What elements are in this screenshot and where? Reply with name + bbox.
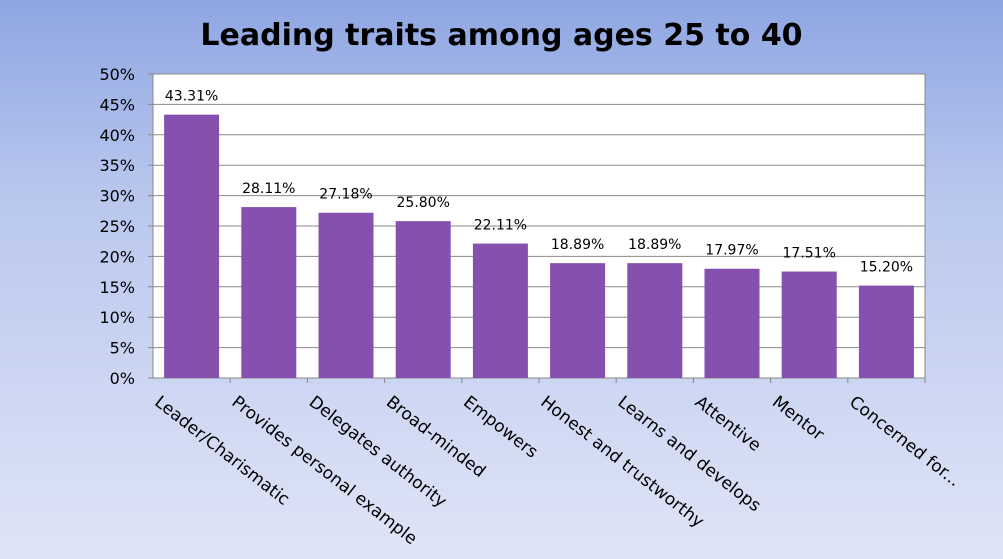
category-label: Learns and develops [614, 392, 765, 516]
data-label: 22.11% [474, 218, 527, 234]
y-tick-label: 40% [99, 126, 135, 145]
data-label: 17.51% [783, 246, 836, 262]
bar [781, 271, 837, 378]
bar [472, 243, 528, 378]
y-tick-label: 0% [110, 369, 135, 388]
data-label: 15.20% [860, 260, 913, 276]
bar [704, 268, 760, 378]
bar [858, 285, 914, 378]
category-label: Attentive [691, 392, 765, 456]
category-label: Delegates authority [305, 392, 450, 512]
bar [164, 114, 220, 378]
y-tick-label: 30% [99, 187, 135, 206]
category-label: Concerned for... [845, 392, 964, 491]
bar [550, 263, 606, 378]
data-label: 18.89% [551, 237, 604, 253]
data-label: 18.89% [628, 237, 681, 253]
data-label: 28.11% [242, 181, 295, 197]
category-label: Mentor [768, 392, 828, 445]
data-label: 43.31% [165, 89, 218, 105]
chart-title: Leading traits among ages 25 to 40 [200, 18, 803, 53]
data-label: 25.80% [397, 195, 450, 211]
bar [395, 221, 451, 378]
y-tick-label: 50% [99, 65, 135, 84]
y-tick-label: 5% [110, 339, 135, 358]
y-tick-label: 35% [99, 156, 135, 175]
y-tick-label: 20% [99, 247, 135, 266]
data-label: 27.18% [319, 187, 372, 203]
y-tick-label: 25% [99, 217, 135, 236]
bar [318, 212, 374, 378]
y-tick-label: 15% [99, 278, 135, 297]
data-label: 17.97% [705, 243, 758, 259]
category-label: Leader/Charismatic [151, 392, 294, 510]
y-tick-label: 45% [99, 95, 135, 114]
bar [241, 207, 297, 378]
y-tick-label: 10% [99, 308, 135, 327]
bar [627, 263, 683, 378]
